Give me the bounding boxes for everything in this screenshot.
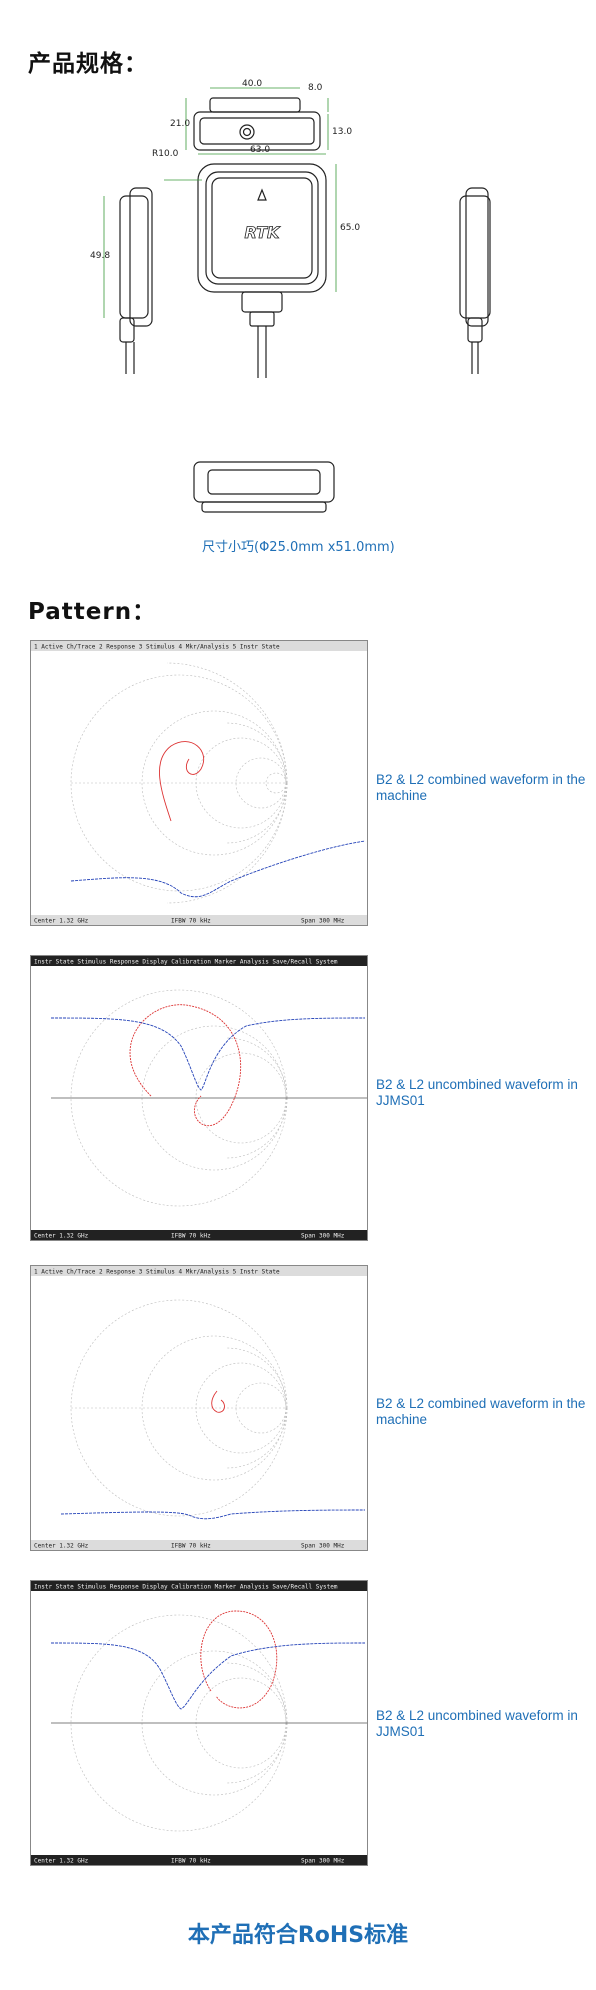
status-right: Span 300 MHz xyxy=(301,918,345,925)
trace-red xyxy=(129,1004,242,1127)
vna-screenshot-4: Instr State Stimulus Response Display Ca… xyxy=(30,1580,368,1866)
rohs-footer: 本产品符合RoHS标准 xyxy=(187,1923,409,1948)
rtk-logo: RTK xyxy=(245,223,282,242)
caption-1: B2 & L2 combined waveform in the machine xyxy=(376,772,586,803)
dim-front-width: 63.0 xyxy=(250,145,270,155)
status-right: Span 300 MHz xyxy=(301,1233,345,1240)
trace-red xyxy=(200,1610,278,1709)
trace-red xyxy=(211,1390,225,1413)
menu-bar: Instr State Stimulus Response Display Ca… xyxy=(34,959,338,966)
trace-blue xyxy=(50,1017,366,1091)
size-caption: 尺寸小巧(Φ25.0mm x51.0mm) xyxy=(202,540,395,555)
status-mid: IFBW 70 kHz xyxy=(171,918,211,925)
status-mid: IFBW 70 kHz xyxy=(171,1858,211,1865)
caption-4: B2 & L2 uncombined waveform in JJMS01 xyxy=(376,1708,578,1739)
dim-height-right: 13.0 xyxy=(332,127,352,137)
status-mid: IFBW 70 kHz xyxy=(171,1543,211,1550)
vna-screenshot-1: 1 Active Ch/Trace 2 Response 3 Stimulus … xyxy=(30,640,368,926)
trace-red xyxy=(159,741,205,822)
vna-screenshot-2: Instr State Stimulus Response Display Ca… xyxy=(30,955,368,1241)
spec-heading: 产品规格： xyxy=(28,51,148,77)
trace-blue xyxy=(50,1642,366,1710)
dim-height-left: 21.0 xyxy=(170,119,190,129)
dim-front-height: 65.0 xyxy=(340,223,360,233)
dim-top-width: 40.0 xyxy=(242,79,262,89)
product-dimension-drawing: 40.0 21.0 8.0 13.0 49.8 R10.0 63.0 65.0 … xyxy=(90,79,491,513)
dim-radius: R10.0 xyxy=(152,149,179,159)
vna-screenshot-3: 1 Active Ch/Trace 2 Response 3 Stimulus … xyxy=(30,1265,368,1551)
caption-3: B2 & L2 combined waveform in the machine xyxy=(376,1396,586,1427)
dim-height-right-top: 8.0 xyxy=(308,83,323,93)
caption-2: B2 & L2 uncombined waveform in JJMS01 xyxy=(376,1077,578,1108)
status-right: Span 300 MHz xyxy=(301,1858,345,1865)
menu-bar: 1 Active Ch/Trace 2 Response 3 Stimulus … xyxy=(34,644,280,651)
menu-bar: Instr State Stimulus Response Display Ca… xyxy=(34,1584,338,1591)
status-left: Center 1.32 GHz xyxy=(34,918,89,925)
status-left: Center 1.32 GHz xyxy=(34,1858,89,1865)
trace-blue xyxy=(70,840,366,898)
menu-bar: 1 Active Ch/Trace 2 Response 3 Stimulus … xyxy=(34,1269,280,1276)
status-left: Center 1.32 GHz xyxy=(34,1543,89,1550)
dim-side-height: 49.8 xyxy=(90,251,110,261)
status-left: Center 1.32 GHz xyxy=(34,1233,89,1240)
status-mid: IFBW 70 kHz xyxy=(171,1233,211,1240)
status-right: Span 300 MHz xyxy=(301,1543,345,1550)
pattern-heading: Pattern： xyxy=(28,599,157,625)
